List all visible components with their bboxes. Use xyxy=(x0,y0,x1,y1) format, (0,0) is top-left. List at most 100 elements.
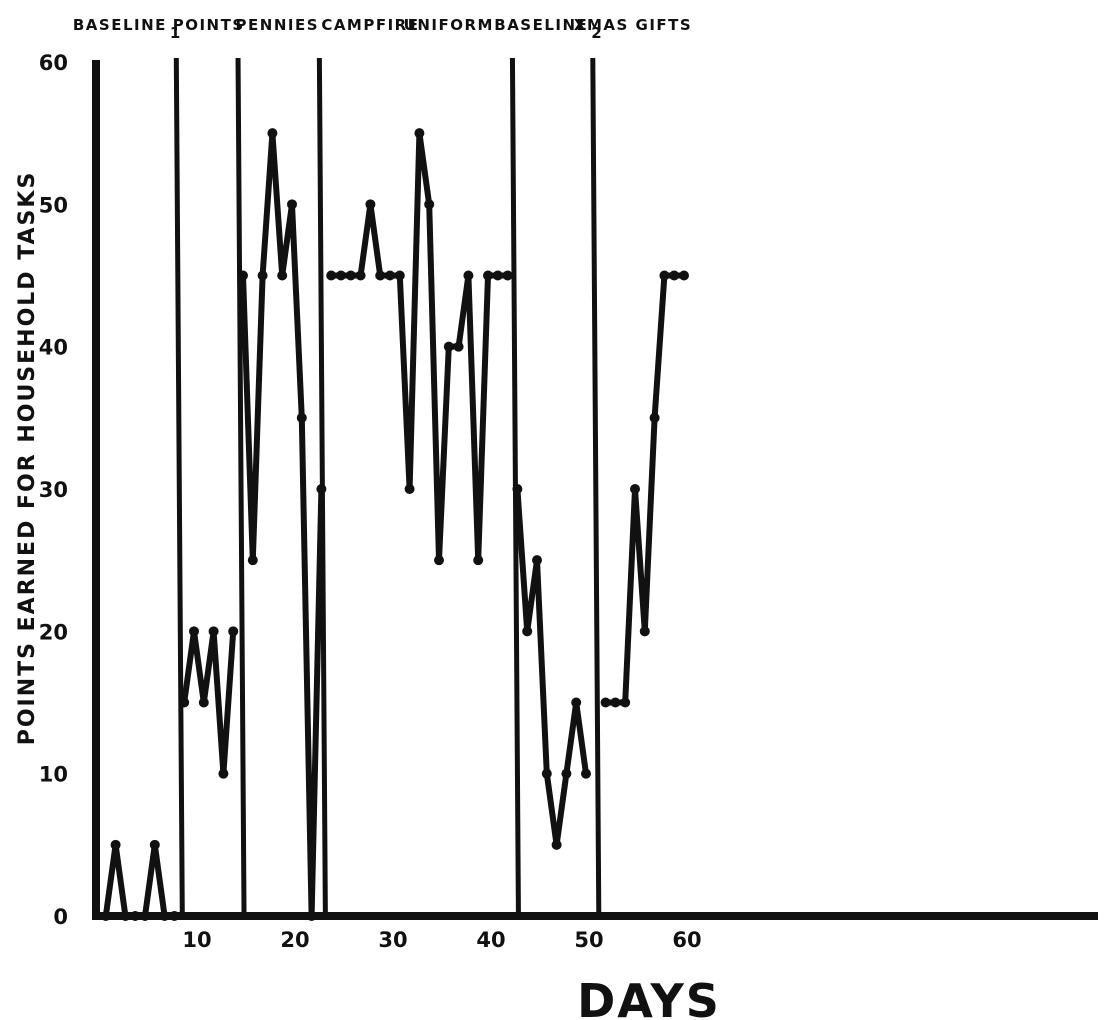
data-point xyxy=(512,484,523,494)
y-tick-label: 10 xyxy=(39,763,68,787)
data-point xyxy=(443,341,454,352)
data-point xyxy=(287,199,297,210)
data-point xyxy=(404,484,415,494)
x-tick-label: 10 xyxy=(182,928,211,952)
data-point xyxy=(414,128,425,139)
phase-label: CAMPFIRE xyxy=(321,16,419,34)
data-point xyxy=(355,270,366,281)
data-point xyxy=(561,768,572,779)
series-line xyxy=(602,272,687,706)
axes xyxy=(92,60,1098,920)
phase-label-subscript: 1 xyxy=(170,24,182,42)
data-point xyxy=(336,270,346,281)
data-point xyxy=(394,270,405,281)
series-segment xyxy=(326,128,513,566)
x-tick-label: 40 xyxy=(476,928,505,952)
series-line xyxy=(102,841,178,919)
data-point xyxy=(267,128,278,139)
phase-label: UNIFORM xyxy=(404,16,494,34)
data-point xyxy=(218,768,229,779)
y-tick-label: 60 xyxy=(39,51,68,75)
y-tick-label: 20 xyxy=(39,620,68,644)
data-point xyxy=(424,199,435,210)
phase-boundary-line xyxy=(590,57,602,917)
data-point xyxy=(492,270,503,281)
series-segment xyxy=(512,484,591,850)
data-point xyxy=(198,697,209,708)
series-line xyxy=(328,130,511,564)
data-point xyxy=(179,697,190,708)
data-point xyxy=(502,270,513,281)
phase-boundary-line xyxy=(235,57,247,917)
data-point xyxy=(522,626,533,637)
phase-label: POINTS xyxy=(173,16,245,34)
data-point xyxy=(473,555,484,566)
x-axis-title: DAYS xyxy=(577,974,721,1020)
data-point xyxy=(169,911,180,921)
data-point xyxy=(208,626,219,637)
data-series xyxy=(100,128,689,921)
data-point xyxy=(434,555,444,566)
data-point xyxy=(532,555,542,566)
data-point xyxy=(375,270,386,281)
x-tick-labels: 10 20 30 40 50 60 xyxy=(182,928,701,952)
data-point xyxy=(649,412,660,423)
data-point xyxy=(385,270,395,281)
series-segment xyxy=(600,270,689,708)
data-point xyxy=(130,911,141,921)
data-point xyxy=(620,697,631,708)
series-segment xyxy=(179,626,239,779)
data-point xyxy=(551,839,562,850)
phase-label-subscript: 2 xyxy=(591,24,603,42)
data-point xyxy=(639,626,650,637)
data-point xyxy=(610,697,621,708)
data-point xyxy=(679,270,689,281)
phase-label: BASELINE 1 xyxy=(73,16,182,42)
phase-boundary-line xyxy=(173,57,185,917)
data-point xyxy=(316,484,327,494)
y-tick-label: 0 xyxy=(53,905,68,929)
data-point xyxy=(483,270,493,281)
data-point xyxy=(247,555,258,566)
data-point xyxy=(277,270,288,281)
data-point xyxy=(120,911,131,921)
y-tick-label: 40 xyxy=(39,336,68,360)
data-point xyxy=(463,270,474,281)
data-point xyxy=(453,341,464,352)
data-point xyxy=(149,839,160,850)
series-segment xyxy=(238,128,327,921)
data-point xyxy=(326,270,337,281)
data-point xyxy=(228,626,239,637)
data-point xyxy=(100,911,111,921)
phase-label: XMAS GIFTS xyxy=(574,16,692,34)
data-point xyxy=(110,839,121,850)
data-point xyxy=(257,270,268,281)
data-point xyxy=(630,484,640,494)
y-tick-label: 50 xyxy=(39,193,68,217)
x-tick-label: 50 xyxy=(574,928,603,952)
data-point xyxy=(659,270,670,281)
x-tick-label: 30 xyxy=(378,928,407,952)
data-point xyxy=(296,412,307,423)
y-axis-title: POINTS EARNED FOR HOUSEHOLD TASKS xyxy=(15,171,40,746)
data-point xyxy=(306,911,317,921)
data-point xyxy=(189,626,199,637)
data-point xyxy=(600,697,611,708)
data-point xyxy=(140,911,150,921)
data-point xyxy=(571,697,582,708)
data-point xyxy=(541,768,552,779)
data-point xyxy=(669,270,680,281)
series-segment xyxy=(100,839,180,921)
phase-label: PENNIES xyxy=(236,16,319,34)
data-point xyxy=(238,270,248,281)
x-tick-label: 20 xyxy=(280,928,309,952)
phase-boundaries xyxy=(173,57,602,917)
data-point xyxy=(159,911,170,921)
y-tick-labels: 0 10 20 30 40 50 60 xyxy=(39,51,68,929)
series-line xyxy=(240,130,325,919)
data-point xyxy=(365,199,376,210)
series-line xyxy=(514,486,589,848)
x-tick-label: 60 xyxy=(672,928,701,952)
